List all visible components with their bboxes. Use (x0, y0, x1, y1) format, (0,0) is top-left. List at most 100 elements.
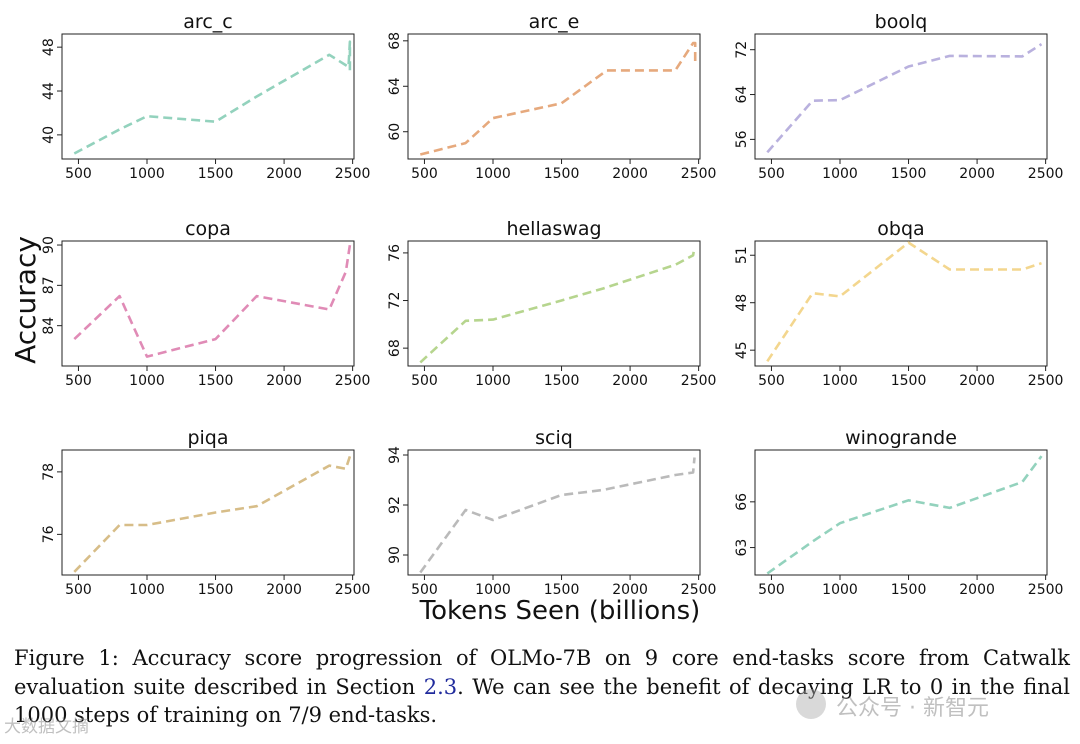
caption-prefix: Figure 1: Accuracy score progression of … (14, 646, 1070, 699)
x-axis-label: Tokens Seen (billions) (419, 596, 701, 626)
subplot-arc_e: arc_e 500 1000 1500 2000 2500 60 64 68 (387, 11, 716, 182)
y-tick-label: 64 (734, 86, 750, 104)
section-reference-link[interactable]: 2.3 (423, 674, 458, 699)
subplot-title: piqa (187, 427, 228, 449)
x-tick-label: 2000 (959, 373, 995, 389)
x-tick-label: 1000 (822, 373, 858, 389)
y-tick-label: 60 (387, 123, 403, 141)
series-line-sciq (419, 457, 696, 574)
y-tick-label: 94 (387, 446, 403, 464)
y-tick-label: 63 (734, 539, 750, 557)
plot-frame (407, 33, 701, 160)
y-tick-label: 68 (387, 339, 403, 357)
series-line-copa (73, 244, 352, 358)
x-tick-label: 2500 (335, 582, 371, 598)
subplot-title: copa (185, 218, 231, 240)
y-tick-label: 48 (734, 294, 750, 312)
y-tick-label: 45 (734, 341, 750, 359)
x-tick-label: 2000 (959, 582, 995, 598)
plot-frame (61, 449, 355, 576)
x-tick-label: 2000 (612, 582, 648, 598)
y-tick-label: 56 (734, 130, 750, 148)
x-tick-label: 2500 (335, 166, 371, 182)
plot-frame (407, 240, 701, 367)
x-tick-label: 2000 (612, 373, 648, 389)
y-tick-label: 90 (387, 546, 403, 564)
x-tick-label: 2500 (1028, 166, 1064, 182)
series-line-obqa (766, 241, 1042, 363)
y-tick-label: 72 (734, 41, 750, 59)
x-tick-label: 1500 (891, 166, 927, 182)
y-tick-label: 40 (41, 126, 57, 144)
series-line-arc_e (419, 41, 697, 156)
x-tick-label: 2000 (266, 166, 302, 182)
subplot-piqa: piqa 500 1000 1500 2000 2500 76 78 (41, 427, 370, 598)
subplot-copa: copa 500 1000 1500 2000 2500 84 87 90 (41, 218, 370, 389)
subplot-title: arc_e (529, 11, 580, 33)
x-tick-label: 2000 (266, 373, 302, 389)
x-tick-label: 2500 (681, 166, 717, 182)
x-tick-label: 500 (758, 373, 785, 389)
plot-frame (407, 449, 701, 576)
x-tick-label: 1500 (544, 166, 580, 182)
x-tick-label: 1500 (544, 373, 580, 389)
subplot-sciq: sciq 500 1000 1500 2000 2500 90 92 94 (387, 427, 716, 598)
y-tick-label: 76 (41, 525, 57, 543)
series-line-piqa (73, 455, 352, 573)
x-tick-label: 500 (758, 166, 785, 182)
x-tick-label: 2000 (612, 166, 648, 182)
x-tick-label: 1000 (129, 373, 165, 389)
y-tick-label: 51 (734, 246, 750, 264)
x-tick-label: 500 (65, 373, 92, 389)
x-tick-label: 2000 (266, 582, 302, 598)
x-tick-label: 500 (411, 373, 438, 389)
subplot-title: arc_c (183, 11, 232, 33)
x-tick-label: 2500 (681, 373, 717, 389)
y-tick-label: 72 (387, 292, 403, 310)
x-tick-label: 500 (65, 166, 92, 182)
x-tick-label: 1000 (475, 166, 511, 182)
subplot-title: boolq (875, 11, 928, 33)
x-tick-label: 1500 (544, 582, 580, 598)
x-tick-label: 500 (411, 166, 438, 182)
plot-frame (754, 33, 1048, 160)
series-line-arc_c (73, 40, 352, 155)
x-tick-label: 1500 (198, 166, 234, 182)
subplot-winogrande: winogrande 500 1000 1500 2000 2500 63 66 (734, 427, 1063, 598)
subplot-boolq: boolq 500 1000 1500 2000 2500 56 64 72 (734, 11, 1063, 182)
x-tick-label: 1500 (891, 582, 927, 598)
x-tick-label: 1000 (129, 166, 165, 182)
x-tick-label: 2500 (1028, 373, 1064, 389)
x-tick-label: 1000 (475, 582, 511, 598)
watermark-left: 大数据文摘 (4, 717, 89, 737)
subplot-title: winogrande (845, 427, 957, 449)
plot-frame (61, 33, 355, 160)
series-line-boolq (766, 43, 1043, 154)
watermark-right: 公众号 · 新智元 (836, 696, 989, 721)
x-tick-label: 500 (411, 582, 438, 598)
figure: arc_c 500 1000 1500 2000 2500 40 44 48 arc_e 500 10… (9, 11, 1063, 626)
subplot-title: obqa (877, 218, 924, 240)
subplot-obqa: obqa 500 1000 1500 2000 2500 45 48 51 (734, 218, 1063, 389)
plot-frame (754, 240, 1048, 367)
x-tick-label: 500 (65, 582, 92, 598)
plot-frame (61, 240, 355, 367)
x-tick-label: 1500 (891, 373, 927, 389)
y-tick-label: 66 (734, 493, 750, 511)
y-tick-label: 87 (41, 276, 57, 294)
subplot-arc_c: arc_c 500 1000 1500 2000 2500 40 44 48 (41, 11, 370, 182)
x-tick-label: 2500 (1028, 582, 1064, 598)
subplot-title: sciq (535, 427, 573, 449)
x-tick-label: 1500 (198, 582, 234, 598)
figure-caption: Figure 1: Accuracy score progression of … (14, 644, 1070, 730)
y-tick-label: 48 (41, 38, 57, 56)
y-tick-label: 44 (41, 82, 57, 100)
subplot-title: hellaswag (506, 218, 601, 240)
y-tick-label: 64 (387, 77, 403, 95)
y-tick-label: 90 (41, 236, 57, 254)
x-tick-label: 1000 (475, 373, 511, 389)
x-tick-label: 1500 (198, 373, 234, 389)
series-line-hellaswag (419, 246, 696, 364)
subplot-hellaswag: hellaswag 500 1000 1500 2000 2500 68 72 76 (387, 218, 716, 389)
x-tick-label: 2500 (335, 373, 371, 389)
